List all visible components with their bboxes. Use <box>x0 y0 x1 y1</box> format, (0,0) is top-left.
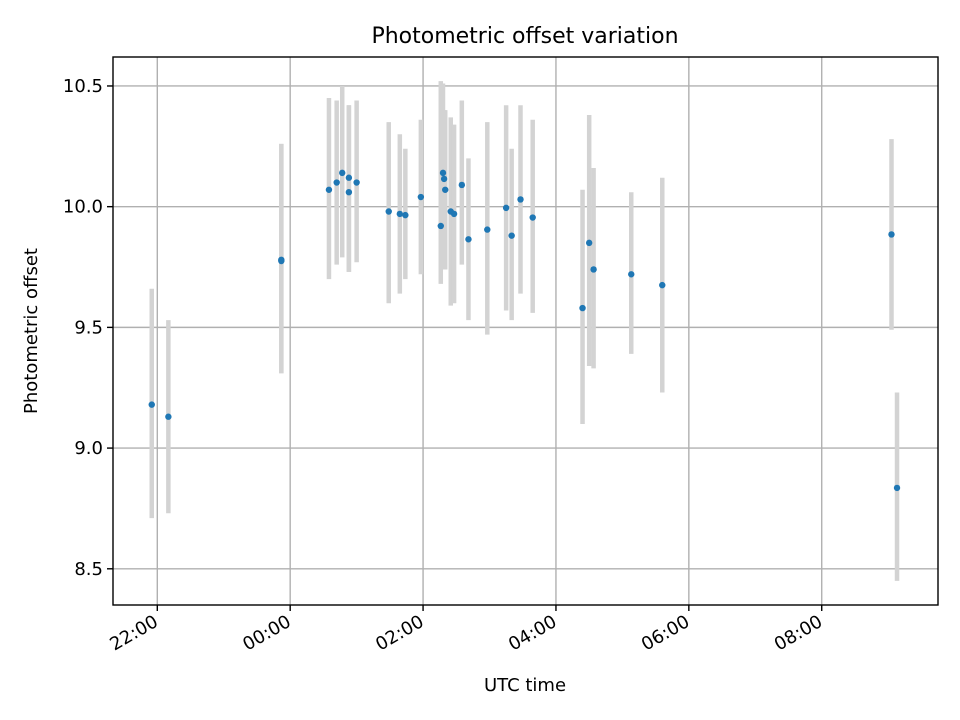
data-point <box>440 175 448 183</box>
errorbar-layer <box>149 81 900 581</box>
data-point <box>396 210 404 218</box>
x-tick-label: 00:00 <box>239 611 294 655</box>
data-point <box>888 231 895 238</box>
data-point <box>628 271 635 278</box>
data-point <box>165 413 172 420</box>
data-point <box>585 239 593 247</box>
x-tick-label: 08:00 <box>771 611 826 655</box>
data-point <box>502 204 510 212</box>
data-point <box>458 181 466 189</box>
data-point <box>659 281 666 289</box>
y-tick-label: 9.0 <box>74 438 103 459</box>
data-point <box>442 186 449 193</box>
data-point <box>439 169 447 177</box>
y-tick-label: 10.0 <box>63 197 103 218</box>
data-point <box>437 222 444 230</box>
data-point <box>148 401 155 408</box>
data-point <box>385 208 392 215</box>
x-tick-label: 02:00 <box>372 611 427 655</box>
x-tick-label: 22:00 <box>106 611 161 655</box>
data-point <box>517 196 524 203</box>
y-tick-label: 10.5 <box>63 76 103 97</box>
y-tick-label: 9.5 <box>74 317 103 338</box>
x-tick-label: 06:00 <box>638 611 693 655</box>
data-point <box>345 174 353 181</box>
data-point <box>590 266 597 273</box>
data-point <box>345 188 353 196</box>
data-point <box>339 169 346 177</box>
data-point <box>402 211 409 219</box>
data-point <box>278 257 285 265</box>
data-point <box>508 232 515 239</box>
point-layer <box>148 169 901 492</box>
data-point <box>579 304 586 312</box>
grid-layer <box>113 57 938 605</box>
plot-frame <box>112 56 939 606</box>
chart-title: Photometric offset variation <box>371 24 678 49</box>
x-tick-label: 04:00 <box>505 611 560 655</box>
data-point <box>465 236 472 243</box>
data-point <box>333 179 340 186</box>
data-point <box>484 226 491 233</box>
data-point <box>893 484 901 492</box>
data-point <box>450 210 458 218</box>
y-tick-label: 8.5 <box>74 559 103 580</box>
y-axis-label: Photometric offset <box>21 248 42 414</box>
data-point <box>529 214 536 221</box>
data-point <box>417 193 425 201</box>
data-point <box>325 186 333 193</box>
data-point <box>353 179 360 186</box>
x-axis-label: UTC time <box>484 675 566 696</box>
